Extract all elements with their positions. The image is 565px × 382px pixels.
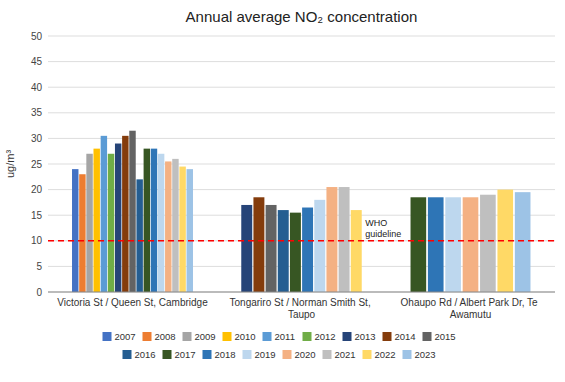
y-tick-label: 5	[36, 261, 42, 272]
bar	[428, 197, 444, 292]
y-tick-label: 15	[31, 210, 43, 221]
bar	[339, 187, 350, 292]
legend-swatch	[263, 332, 272, 341]
bar	[86, 154, 92, 292]
bar	[314, 200, 325, 292]
bar	[101, 136, 107, 292]
y-tick-label: 25	[31, 159, 43, 170]
legend-swatch	[303, 332, 312, 341]
legend-swatch	[383, 332, 392, 341]
legend-label: 2013	[355, 331, 376, 342]
legend-label: 2014	[395, 331, 416, 342]
legend-swatch	[323, 350, 332, 359]
legend-label: 2022	[375, 349, 396, 360]
legend-swatch	[283, 350, 292, 359]
grid-line	[48, 112, 555, 113]
bar	[115, 144, 121, 292]
bar	[151, 149, 157, 292]
y-tick-label: 45	[31, 56, 43, 67]
y-tick-label: 20	[31, 184, 43, 195]
y-tick-label: 30	[31, 133, 43, 144]
legend-label: 2007	[115, 331, 136, 342]
x-tick-label: Victoria St / Queen St, Cambridge	[57, 297, 208, 308]
legend-label: 2020	[295, 349, 316, 360]
bar	[290, 213, 301, 292]
legend-swatch	[143, 332, 152, 341]
legend-label: 2019	[255, 349, 276, 360]
bar	[93, 149, 99, 292]
legend-swatch	[363, 350, 372, 359]
legend-label: 2016	[135, 349, 156, 360]
grid-line	[48, 87, 555, 88]
chart: Annual average NO₂ concentration ug/m³ 0 5 1…	[0, 0, 565, 382]
bar	[278, 210, 289, 292]
bar	[72, 169, 78, 292]
bar	[253, 197, 264, 292]
legend-swatch	[403, 350, 412, 359]
bar	[463, 197, 479, 292]
legend-label: 2018	[215, 349, 236, 360]
legend-swatch	[183, 332, 192, 341]
y-tick-label: 0	[36, 287, 42, 298]
legend-swatch	[343, 332, 352, 341]
y-tick-label: 35	[31, 107, 43, 118]
grid-line	[48, 292, 555, 293]
bar	[179, 167, 185, 292]
reference-line	[48, 240, 555, 242]
bar	[241, 205, 252, 292]
bar	[136, 179, 142, 292]
bar	[411, 197, 427, 292]
bar	[326, 187, 337, 292]
y-tick-label: 10	[31, 235, 43, 246]
legend-swatch	[203, 350, 212, 359]
y-tick-label: 50	[31, 31, 43, 42]
bar	[122, 136, 128, 292]
legend-swatch	[223, 332, 232, 341]
legend-label: 2008	[155, 331, 176, 342]
legend-label: 2009	[195, 331, 216, 342]
bar	[172, 159, 178, 292]
bar	[79, 174, 85, 292]
bars	[48, 131, 555, 292]
reference-label: WHO guideline	[365, 218, 401, 239]
bar	[108, 154, 114, 292]
y-axis-label: ug/m³	[4, 150, 16, 178]
bar	[266, 205, 277, 292]
legend-label: 2011	[275, 331, 295, 342]
legend-label: 2015	[435, 331, 456, 342]
bar	[158, 154, 164, 292]
x-tick-label: Tongariro St / Norman Smith St, Taupo	[230, 297, 374, 320]
bar	[515, 192, 531, 292]
title: Annual average NO₂ concentration	[186, 8, 418, 25]
bar	[129, 131, 135, 292]
bar	[351, 210, 362, 292]
legend-swatch	[423, 332, 432, 341]
legend-swatch	[103, 332, 112, 341]
bar	[480, 195, 496, 292]
grid-line	[48, 61, 555, 62]
x-axis-line	[48, 292, 555, 293]
bar	[302, 208, 313, 292]
x-tick-label: Ohaupo Rd / Albert Park Dr, Te Awamutu	[401, 297, 541, 320]
legend-swatch	[163, 350, 172, 359]
bar	[445, 197, 461, 292]
legend-label: 2017	[175, 349, 196, 360]
bar	[165, 161, 171, 292]
legend-label: 2012	[315, 331, 336, 342]
legend-swatch	[123, 350, 132, 359]
legend-label: 2010	[235, 331, 256, 342]
legend-label: 2021	[335, 349, 356, 360]
bar	[144, 149, 150, 292]
y-tick-label: 40	[31, 82, 43, 93]
bar	[187, 169, 193, 292]
legend-label: 2023	[415, 349, 436, 360]
grid-line	[48, 36, 555, 37]
legend-swatch	[243, 350, 252, 359]
